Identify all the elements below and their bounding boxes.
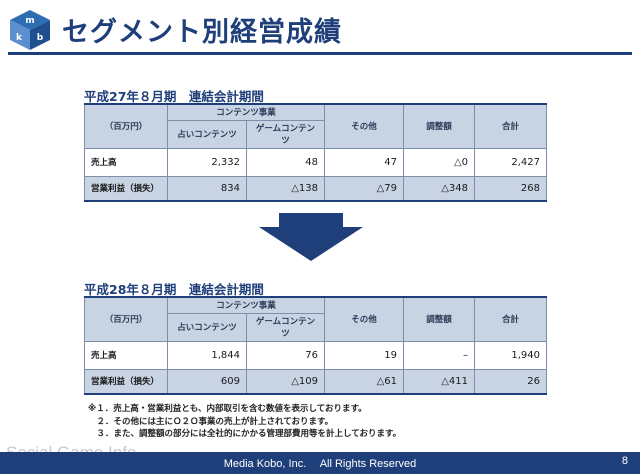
group-header-contents: コンテンツ事業 — [167, 103, 325, 121]
logo-letter-b: b — [37, 33, 44, 43]
mkb-cube-logo-icon: m k b — [10, 10, 50, 50]
column-header-adjustment: 調整額 — [403, 103, 475, 149]
footnotes: ※１．売上高・営業利益とも、内部取引を含む数値を表示しております。 ２．その他に… — [88, 403, 401, 441]
column-header-adjustment: 調整額 — [403, 296, 475, 342]
page-number: 8 — [621, 455, 628, 467]
row-label-operating-profit: 営業利益（損失） — [84, 368, 168, 395]
column-header-total: 合計 — [474, 296, 547, 342]
table-cell: 47 — [324, 147, 404, 177]
down-arrow-icon — [259, 213, 363, 261]
table-row: 営業利益（損失） 609 △109 △61 △411 26 — [84, 368, 547, 395]
section-heading-fy27: 平成27年８月期 連結会計期間 — [84, 89, 264, 104]
copyright-text: Media Kobo, Inc. All Rights Reserved — [223, 458, 417, 470]
section-heading-fy28: 平成28年８月期 連結会計期間 — [84, 282, 264, 297]
column-header-fortune: 占いコンテンツ — [167, 312, 247, 342]
table-cell: △79 — [324, 175, 404, 202]
table-row: 売上高 1,844 76 19 – 1,940 — [84, 340, 547, 370]
column-header-game: ゲームコンテンツ — [246, 312, 325, 342]
column-header-total: 合計 — [474, 103, 547, 149]
row-label-sales: 売上高 — [84, 340, 168, 370]
segment-table-fy27: （百万円） コンテンツ事業 その他 調整額 合計 占いコンテンツ ゲームコンテン… — [84, 103, 547, 202]
table-cell: 1,940 — [474, 340, 547, 370]
table-cell: 2,332 — [167, 147, 247, 177]
page-title: セグメント別経営成績 — [62, 17, 342, 48]
table-cell: △138 — [246, 175, 325, 202]
footnote-3: ３．また、調整額の部分には全社的にかかる管理部費用等を計上しております。 — [88, 429, 402, 439]
table-cell: △0 — [403, 147, 475, 177]
table-cell: 76 — [246, 340, 325, 370]
table-cell: 48 — [246, 147, 325, 177]
logo-letter-m: m — [25, 16, 34, 26]
table-cell: 268 — [474, 175, 547, 202]
table-cell: 1,844 — [167, 340, 247, 370]
column-header-game: ゲームコンテンツ — [246, 119, 325, 149]
column-header-other: その他 — [324, 296, 404, 342]
title-divider — [8, 52, 632, 55]
segment-table-fy28: （百万円） コンテンツ事業 その他 調整額 合計 占いコンテンツ ゲームコンテン… — [84, 296, 547, 395]
table-cell: △61 — [324, 368, 404, 395]
column-header-fortune: 占いコンテンツ — [167, 119, 247, 149]
table-cell: 26 — [474, 368, 547, 395]
unit-label: （百万円） — [84, 296, 168, 342]
unit-label: （百万円） — [84, 103, 168, 149]
row-label-sales: 売上高 — [84, 147, 168, 177]
footnote-2: ２．その他には主にＯ２Ｏ事業の売上が計上されております。 — [88, 416, 334, 427]
row-label-operating-profit: 営業利益（損失） — [84, 175, 168, 202]
table-cell: 2,427 — [474, 147, 547, 177]
table-cell: 834 — [167, 175, 247, 202]
logo-letter-k: k — [16, 33, 23, 43]
table-row: 営業利益（損失） 834 △138 △79 △348 268 — [84, 175, 547, 202]
table-cell: 19 — [324, 340, 404, 370]
footnote-1: ※１．売上高・営業利益とも、内部取引を含む数値を表示しております。 — [88, 404, 367, 414]
table-cell: △348 — [403, 175, 475, 202]
table-cell: – — [403, 340, 475, 370]
footer-bar: Media Kobo, Inc. All Rights Reserved 8 — [0, 452, 640, 474]
table-cell: △411 — [403, 368, 475, 395]
table-cell: △109 — [246, 368, 325, 395]
column-header-other: その他 — [324, 103, 404, 149]
table-row: 売上高 2,332 48 47 △0 2,427 — [84, 147, 547, 177]
group-header-contents: コンテンツ事業 — [167, 296, 325, 314]
table-cell: 609 — [167, 368, 247, 395]
